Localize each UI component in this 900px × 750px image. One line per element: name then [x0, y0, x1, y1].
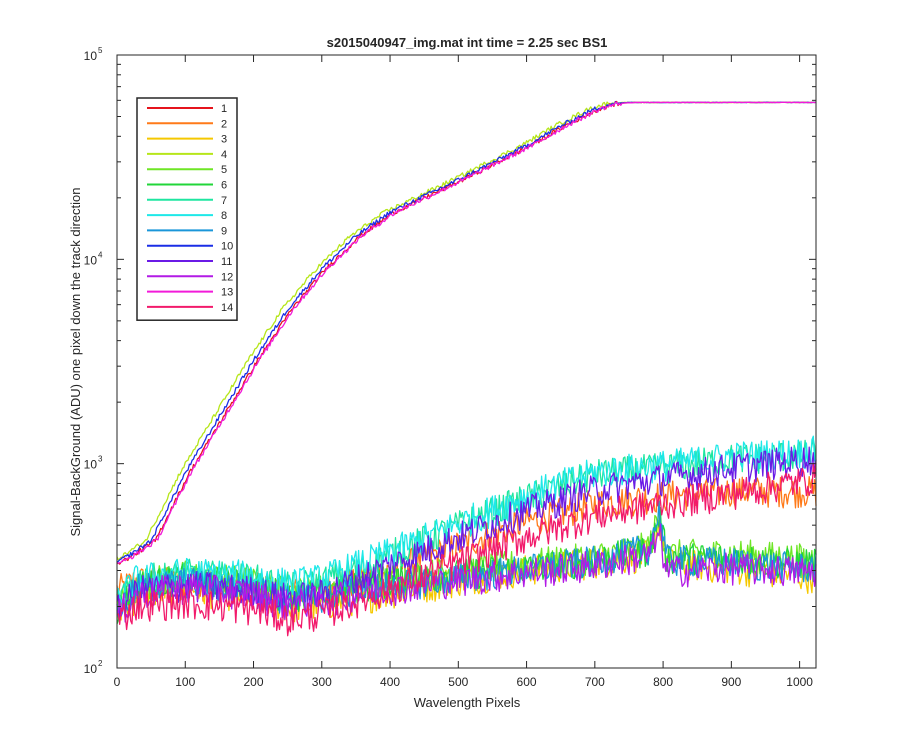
x-tick-label: 400 [380, 675, 400, 689]
y-tick-exponent: 2 [98, 659, 103, 668]
series-line-12 [116, 523, 817, 623]
x-tick-label: 1000 [786, 675, 813, 689]
legend-label-11: 11 [221, 256, 232, 268]
legend-label-13: 13 [221, 287, 233, 299]
legend-label-3: 3 [221, 134, 227, 146]
legend-label-7: 7 [221, 195, 227, 207]
x-tick-label: 600 [517, 675, 537, 689]
y-tick-label: 10 [84, 49, 98, 63]
x-tick-label: 800 [653, 675, 673, 689]
legend-label-9: 9 [221, 225, 227, 237]
y-tick-exponent: 4 [98, 250, 103, 259]
series-line-13 [116, 101, 817, 564]
legend-label-1: 1 [221, 103, 227, 115]
y-tick-label: 10 [84, 253, 98, 267]
legend-label-5: 5 [221, 164, 227, 176]
y-tick-exponent: 3 [98, 455, 103, 464]
legend-label-8: 8 [221, 210, 227, 222]
legend-box [136, 97, 238, 321]
legend-label-2: 2 [221, 118, 227, 130]
series-line-8 [116, 435, 817, 606]
series-layer [116, 100, 817, 637]
legend-label-6: 6 [221, 180, 227, 192]
legend-label-10: 10 [221, 241, 233, 253]
legend-label-14: 14 [221, 302, 233, 314]
x-tick-label: 500 [448, 675, 468, 689]
y-tick-exponent: 5 [98, 46, 103, 55]
y-tick-label: 10 [84, 662, 98, 676]
x-axis-label: Wavelength Pixels [414, 695, 521, 710]
chart-title: s2015040947_img.mat int time = 2.25 sec … [327, 35, 608, 50]
x-tick-label: 700 [585, 675, 605, 689]
y-tick-label: 10 [84, 458, 98, 472]
plot-frame [116, 54, 817, 669]
x-tick-label: 900 [721, 675, 741, 689]
x-tick-label: 300 [312, 675, 332, 689]
legend-label-12: 12 [221, 271, 233, 283]
x-tick-label: 200 [244, 675, 264, 689]
x-tick-label: 100 [175, 675, 195, 689]
y-axis-label: Signal-BackGround (ADU) one pixel down t… [68, 187, 83, 536]
legend-label-4: 4 [221, 149, 227, 161]
x-tick-label: 0 [114, 675, 121, 689]
series-line-14 [116, 463, 817, 637]
